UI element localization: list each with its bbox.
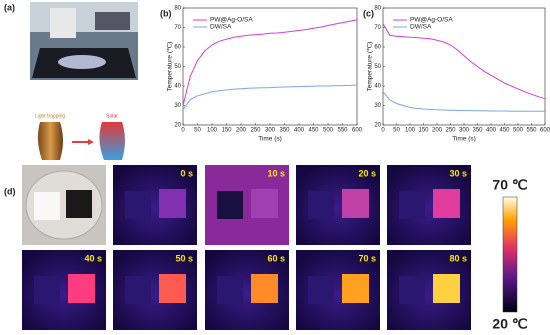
colorbar <box>502 196 518 313</box>
time-label: 80 s <box>449 253 467 263</box>
y-tick-label: 40 <box>374 84 381 90</box>
x-tick-label: 500 <box>513 128 524 134</box>
x-tick-label: 450 <box>499 128 510 134</box>
series-line <box>382 91 545 112</box>
colorbar-max: 70 ℃ <box>492 177 527 193</box>
thermal-sample <box>399 276 425 304</box>
x-tick-label: 100 <box>207 128 218 134</box>
photo-instrument <box>50 8 76 38</box>
x-axis-label: Time (s) <box>258 136 282 143</box>
x-tick-label: 550 <box>337 128 348 134</box>
photo-sample <box>66 190 92 218</box>
series-line <box>182 84 358 110</box>
thermal-sample <box>217 191 243 219</box>
thermal-sample <box>342 189 369 218</box>
legend-label: PW@Ag-O/SA <box>410 17 453 24</box>
y-tick-label: 30 <box>374 103 381 109</box>
time-label: 0 s <box>180 168 193 178</box>
y-tick-label: 50 <box>174 64 181 70</box>
panel-label: (a) <box>4 2 15 12</box>
x-tick-label: 600 <box>352 128 363 134</box>
x-tick-label: 300 <box>265 128 276 134</box>
thermal-sample <box>251 274 278 303</box>
panel-label: (d) <box>4 186 16 196</box>
legend-label: DW/SA <box>210 24 232 31</box>
thermal-sample <box>308 276 334 304</box>
y-axis-label: Temperature (℃) <box>167 42 174 92</box>
thermal-sample <box>342 274 369 303</box>
thermal-sample <box>159 274 186 303</box>
photo-instrument <box>95 12 130 30</box>
photo-sample <box>34 192 60 220</box>
panel-label: (b) <box>160 8 172 18</box>
time-label: 40 s <box>84 253 102 263</box>
y-tick-label: 20 <box>374 123 381 129</box>
legend-label: PW@Ag-O/SA <box>210 17 253 24</box>
x-tick-label: 50 <box>393 128 400 134</box>
thermal-sample <box>251 189 278 218</box>
x-tick-label: 0 <box>181 128 185 134</box>
vase <box>99 122 125 160</box>
x-tick-label: 400 <box>294 128 305 134</box>
x-tick-label: 150 <box>221 128 232 134</box>
y-axis-label: Temperature (℃) <box>367 42 374 92</box>
illustration-label: Light trapping <box>35 113 66 119</box>
x-tick-label: 400 <box>486 128 497 134</box>
x-tick-label: 300 <box>459 128 470 134</box>
x-tick-label: 200 <box>432 128 443 134</box>
thermal-sample <box>68 274 95 303</box>
x-tick-label: 600 <box>540 128 550 134</box>
vase <box>37 122 63 160</box>
colorbar-min: 20 ℃ <box>492 316 527 332</box>
x-tick-label: 50 <box>194 128 201 134</box>
x-tick-label: 500 <box>323 128 334 134</box>
x-tick-label: 200 <box>236 128 247 134</box>
x-tick-label: 550 <box>526 128 537 134</box>
time-label: 60 s <box>267 253 285 263</box>
arrow <box>88 139 94 145</box>
x-tick-label: 350 <box>279 128 290 134</box>
x-axis-label: Time (s) <box>452 136 476 143</box>
thermal-sample <box>217 276 243 304</box>
y-tick-label: 70 <box>374 25 381 31</box>
x-tick-label: 100 <box>405 128 416 134</box>
y-tick-label: 80 <box>174 6 181 12</box>
thermal-sample <box>159 189 186 218</box>
illustration-label: Solar <box>106 113 118 119</box>
thermal-sample <box>125 276 151 304</box>
time-label: 20 s <box>358 168 376 178</box>
y-tick-label: 30 <box>174 103 181 109</box>
time-label: 30 s <box>449 168 467 178</box>
y-tick-label: 40 <box>174 84 181 90</box>
y-tick-label: 60 <box>174 45 181 51</box>
photo-dish <box>25 170 103 240</box>
y-tick-label: 80 <box>374 6 381 12</box>
y-tick-label: 70 <box>174 25 181 31</box>
y-tick-label: 20 <box>174 123 181 129</box>
thermal-sample <box>433 189 460 218</box>
thermal-sample <box>125 191 151 219</box>
y-tick-label: 60 <box>374 45 381 51</box>
x-tick-label: 450 <box>308 128 319 134</box>
series-line <box>182 19 358 106</box>
thermal-sample <box>34 276 60 304</box>
thermal-sample <box>433 274 460 303</box>
x-tick-label: 150 <box>418 128 429 134</box>
x-tick-label: 0 <box>381 128 385 134</box>
time-label: 50 s <box>175 253 193 263</box>
thermal-sample <box>308 191 334 219</box>
series-line <box>382 23 546 100</box>
time-label: 70 s <box>358 253 376 263</box>
plot-frame <box>382 7 546 126</box>
panel-label: (c) <box>363 8 374 18</box>
x-tick-label: 250 <box>445 128 456 134</box>
y-tick-label: 50 <box>374 64 381 70</box>
photo-light <box>58 55 106 69</box>
x-tick-label: 350 <box>472 128 483 134</box>
legend-label: DW/SA <box>410 24 432 31</box>
time-label: 10 s <box>267 168 285 178</box>
x-tick-label: 250 <box>250 128 261 134</box>
thermal-sample <box>399 191 425 219</box>
